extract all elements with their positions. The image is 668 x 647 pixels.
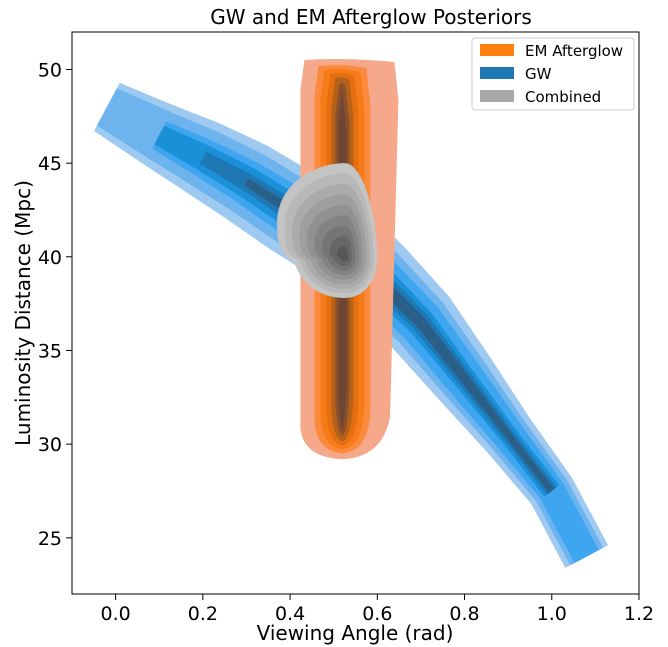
legend-label-gw: GW <box>525 65 552 83</box>
x-tick-label: 0.8 <box>449 603 479 625</box>
combined-contour-level-9 <box>337 246 349 262</box>
x-tick-label: 0.0 <box>101 603 131 625</box>
legend: EM Afterglow GW Combined <box>471 37 635 111</box>
legend-label-combined: Combined <box>525 88 601 106</box>
y-tick-label: 45 <box>38 153 62 175</box>
plot-frame <box>71 31 640 595</box>
gw-contour-level-5 <box>199 151 557 495</box>
y-tick-label: 35 <box>38 340 62 362</box>
legend-swatch-gw <box>480 67 514 79</box>
legend-swatch-em-afterglow <box>480 44 514 56</box>
x-tick-label: 0.2 <box>188 603 218 625</box>
x-tick-label: 0.4 <box>275 603 305 625</box>
x-tick-label: 0.6 <box>362 603 392 625</box>
chart-title: GW and EM Afterglow Posteriors <box>210 5 532 29</box>
x-tick-label: 1.2 <box>624 603 654 625</box>
y-tick-label: 25 <box>38 528 62 550</box>
y-tick-label: 40 <box>38 247 62 269</box>
x-axis: 0.0 0.2 0.4 0.6 0.8 1.0 1.2 <box>101 594 654 625</box>
plot-area <box>94 58 608 568</box>
y-tick-label: 50 <box>38 59 62 81</box>
y-tick-label: 30 <box>38 434 62 456</box>
x-axis-label: Viewing Angle (rad) <box>257 621 454 645</box>
y-axis: 25 30 35 40 45 50 <box>38 59 72 550</box>
legend-label-em-afterglow: EM Afterglow <box>525 42 623 60</box>
y-axis-label: Luminosity Distance (Mpc) <box>11 180 35 446</box>
legend-swatch-combined <box>480 90 514 102</box>
x-tick-label: 1.0 <box>537 603 567 625</box>
gw-contour-level-4 <box>154 125 560 497</box>
